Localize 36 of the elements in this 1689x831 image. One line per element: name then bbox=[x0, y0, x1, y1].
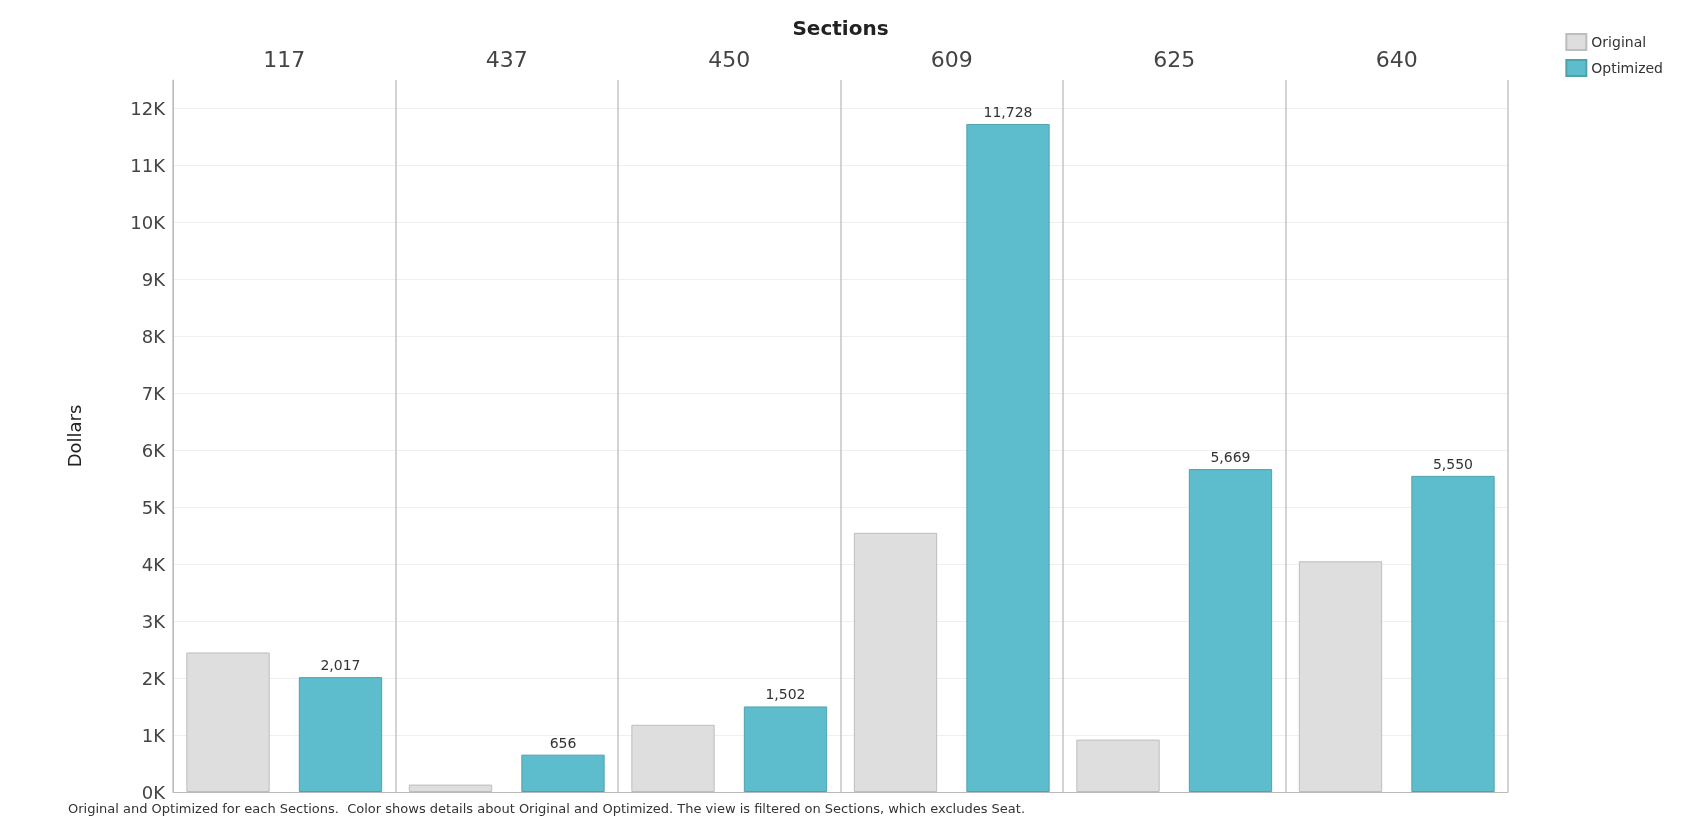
x-tick-label: 609 bbox=[930, 46, 973, 72]
bar bbox=[1188, 469, 1273, 792]
text: Original and Optimized for each Sections. Color shows details about Original and Optimized. The view is filtered on Sections, which excludes Seat. bbox=[68, 801, 1026, 816]
data-label: 5,669 bbox=[1210, 449, 1251, 466]
y-tick-label: 11K bbox=[130, 154, 167, 176]
data-label: 1,502 bbox=[765, 686, 806, 703]
bar bbox=[1411, 475, 1495, 792]
data-label: 656 bbox=[549, 734, 577, 751]
y-tick-label: 0K bbox=[141, 781, 167, 803]
y-tick-label: 9K bbox=[141, 268, 167, 290]
y-tick-label: 10K bbox=[130, 211, 167, 233]
bar bbox=[298, 677, 383, 792]
x-axis-title: Sections bbox=[792, 16, 889, 40]
x-tick-label: 450 bbox=[708, 46, 751, 72]
y-tick-label: 12K bbox=[130, 97, 167, 119]
x-tick-label: 437 bbox=[485, 46, 528, 72]
data-label: 2,017 bbox=[320, 657, 361, 674]
x-tick-label: 640 bbox=[1375, 46, 1418, 72]
y-tick-label: 1K bbox=[141, 724, 167, 746]
y-tick-label: 5K bbox=[141, 496, 167, 518]
legend-label: Optimized bbox=[1591, 60, 1664, 76]
y-tick-label: 4K bbox=[141, 553, 167, 575]
y-tick-label: 6K bbox=[141, 439, 167, 461]
data-label: 5,550 bbox=[1432, 455, 1474, 472]
y-tick-label: 8K bbox=[141, 325, 167, 347]
data-label: 11,728 bbox=[983, 103, 1033, 120]
x-tick-label: 117 bbox=[263, 46, 306, 72]
bar bbox=[521, 754, 605, 792]
y-tick-label: 3K bbox=[141, 610, 167, 632]
y-axis-title: Dollars bbox=[63, 404, 85, 468]
y-tick-label: 2K bbox=[141, 667, 167, 689]
bar bbox=[966, 123, 1050, 792]
y-tick-label: 7K bbox=[141, 382, 167, 404]
bar bbox=[743, 706, 828, 792]
x-tick-label: 625 bbox=[1153, 46, 1196, 72]
legend-label: Original bbox=[1591, 34, 1647, 50]
